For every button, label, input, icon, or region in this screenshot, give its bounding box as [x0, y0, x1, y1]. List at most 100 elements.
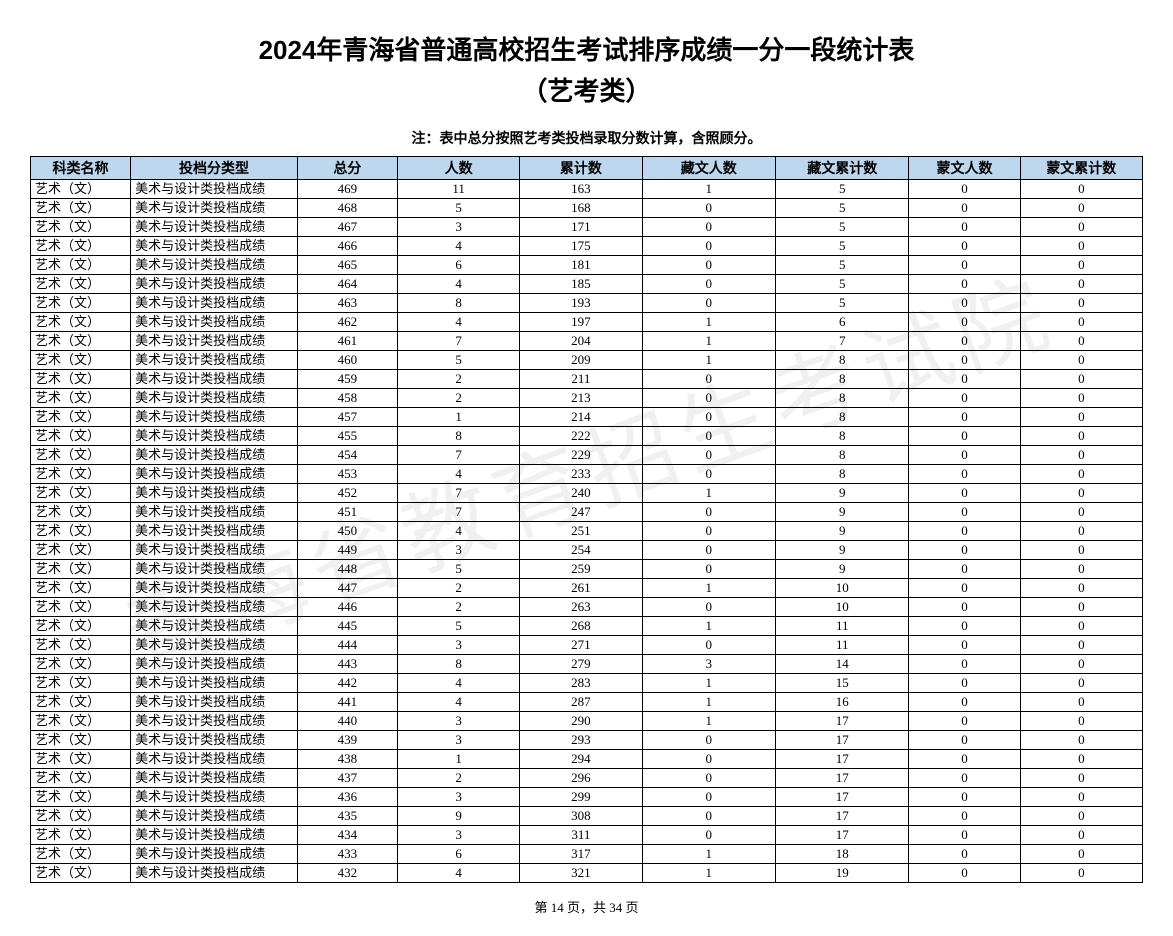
- cell-count: 4: [397, 864, 519, 883]
- cell-mongolian-cumulative: 0: [1020, 294, 1142, 313]
- cell-count: 3: [397, 712, 519, 731]
- cell-category: 艺术（文）: [31, 503, 131, 522]
- cell-mongolian-cumulative: 0: [1020, 218, 1142, 237]
- cell-cumulative: 171: [520, 218, 642, 237]
- cell-category: 艺术（文）: [31, 408, 131, 427]
- table-row: 艺术（文）美术与设计类投档成绩436329901700: [31, 788, 1143, 807]
- cell-type: 美术与设计类投档成绩: [131, 693, 298, 712]
- cell-tibetan-cumulative: 9: [776, 484, 909, 503]
- cell-category: 艺术（文）: [31, 655, 131, 674]
- cell-cumulative: 317: [520, 845, 642, 864]
- cell-mongolian-cumulative: 0: [1020, 541, 1142, 560]
- cell-category: 艺术（文）: [31, 731, 131, 750]
- page-footer: 第 14 页，共 34 页: [30, 897, 1143, 916]
- cell-cumulative: 283: [520, 674, 642, 693]
- cell-score: 439: [297, 731, 397, 750]
- cell-type: 美术与设计类投档成绩: [131, 750, 298, 769]
- cell-cumulative: 271: [520, 636, 642, 655]
- cell-mongolian-cumulative: 0: [1020, 446, 1142, 465]
- table-row: 艺术（文）美术与设计类投档成绩45472290800: [31, 446, 1143, 465]
- cell-tibetan-cumulative: 17: [776, 750, 909, 769]
- cell-count: 4: [397, 465, 519, 484]
- table-row: 艺术（文）美术与设计类投档成绩437229601700: [31, 769, 1143, 788]
- cell-tibetan-count: 0: [642, 788, 775, 807]
- cell-count: 4: [397, 275, 519, 294]
- cell-category: 艺术（文）: [31, 769, 131, 788]
- cell-tibetan-cumulative: 5: [776, 294, 909, 313]
- cell-mongolian-count: 0: [909, 351, 1020, 370]
- cell-tibetan-cumulative: 11: [776, 617, 909, 636]
- cell-tibetan-count: 0: [642, 370, 775, 389]
- cell-category: 艺术（文）: [31, 332, 131, 351]
- col-cumulative: 累计数: [520, 157, 642, 180]
- cell-type: 美术与设计类投档成绩: [131, 826, 298, 845]
- cell-tibetan-count: 1: [642, 693, 775, 712]
- cell-type: 美术与设计类投档成绩: [131, 332, 298, 351]
- table-row: 艺术（文）美术与设计类投档成绩46241971600: [31, 313, 1143, 332]
- cell-mongolian-cumulative: 0: [1020, 598, 1142, 617]
- cell-mongolian-count: 0: [909, 180, 1020, 199]
- cell-cumulative: 279: [520, 655, 642, 674]
- cell-score: 442: [297, 674, 397, 693]
- cell-tibetan-count: 0: [642, 522, 775, 541]
- cell-score: 441: [297, 693, 397, 712]
- cell-cumulative: 263: [520, 598, 642, 617]
- cell-cumulative: 293: [520, 731, 642, 750]
- cell-tibetan-count: 0: [642, 237, 775, 256]
- table-row: 艺术（文）美术与设计类投档成绩45272401900: [31, 484, 1143, 503]
- cell-mongolian-cumulative: 0: [1020, 655, 1142, 674]
- cell-mongolian-count: 0: [909, 750, 1020, 769]
- cell-type: 美术与设计类投档成绩: [131, 427, 298, 446]
- cell-cumulative: 213: [520, 389, 642, 408]
- cell-score: 460: [297, 351, 397, 370]
- cell-cumulative: 222: [520, 427, 642, 446]
- cell-tibetan-count: 0: [642, 826, 775, 845]
- cell-mongolian-cumulative: 0: [1020, 256, 1142, 275]
- col-type: 投档分类型: [131, 157, 298, 180]
- cell-mongolian-cumulative: 0: [1020, 579, 1142, 598]
- cell-tibetan-cumulative: 19: [776, 864, 909, 883]
- cell-tibetan-count: 1: [642, 845, 775, 864]
- table-row: 艺术（文）美术与设计类投档成绩433631711800: [31, 845, 1143, 864]
- table-row: 艺术（文）美术与设计类投档成绩46731710500: [31, 218, 1143, 237]
- cell-count: 3: [397, 788, 519, 807]
- cell-mongolian-count: 0: [909, 788, 1020, 807]
- table-row: 艺术（文）美术与设计类投档成绩44852590900: [31, 560, 1143, 579]
- cell-tibetan-cumulative: 8: [776, 446, 909, 465]
- cell-tibetan-cumulative: 17: [776, 731, 909, 750]
- cell-mongolian-cumulative: 0: [1020, 864, 1142, 883]
- cell-score: 459: [297, 370, 397, 389]
- cell-mongolian-cumulative: 0: [1020, 237, 1142, 256]
- table-row: 艺术（文）美术与设计类投档成绩445526811100: [31, 617, 1143, 636]
- cell-tibetan-cumulative: 5: [776, 180, 909, 199]
- cell-cumulative: 261: [520, 579, 642, 598]
- col-score: 总分: [297, 157, 397, 180]
- table-row: 艺术（文）美术与设计类投档成绩441428711600: [31, 693, 1143, 712]
- cell-category: 艺术（文）: [31, 636, 131, 655]
- cell-mongolian-cumulative: 0: [1020, 788, 1142, 807]
- cell-tibetan-cumulative: 11: [776, 636, 909, 655]
- cell-mongolian-cumulative: 0: [1020, 389, 1142, 408]
- cell-mongolian-count: 0: [909, 636, 1020, 655]
- cell-type: 美术与设计类投档成绩: [131, 237, 298, 256]
- cell-tibetan-count: 0: [642, 446, 775, 465]
- cell-type: 美术与设计类投档成绩: [131, 408, 298, 427]
- cell-type: 美术与设计类投档成绩: [131, 636, 298, 655]
- cell-tibetan-cumulative: 10: [776, 579, 909, 598]
- cell-score: 461: [297, 332, 397, 351]
- cell-mongolian-count: 0: [909, 465, 1020, 484]
- cell-tibetan-cumulative: 17: [776, 769, 909, 788]
- cell-mongolian-count: 0: [909, 294, 1020, 313]
- cell-type: 美术与设计类投档成绩: [131, 769, 298, 788]
- cell-category: 艺术（文）: [31, 294, 131, 313]
- cell-mongolian-count: 0: [909, 427, 1020, 446]
- cell-category: 艺术（文）: [31, 275, 131, 294]
- cell-count: 1: [397, 408, 519, 427]
- cell-score: 454: [297, 446, 397, 465]
- cell-score: 464: [297, 275, 397, 294]
- cell-tibetan-cumulative: 8: [776, 351, 909, 370]
- cell-mongolian-cumulative: 0: [1020, 522, 1142, 541]
- cell-cumulative: 175: [520, 237, 642, 256]
- cell-score: 453: [297, 465, 397, 484]
- col-mongolian-cumulative: 蒙文累计数: [1020, 157, 1142, 180]
